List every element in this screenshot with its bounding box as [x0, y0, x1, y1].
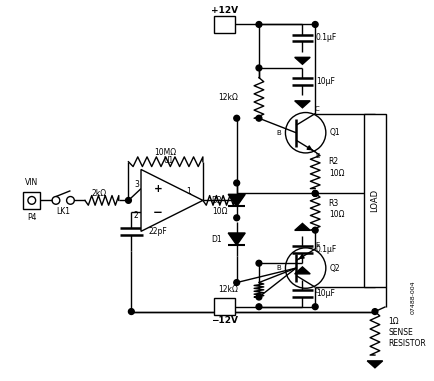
Circle shape	[256, 65, 261, 71]
Bar	[23, 192, 40, 209]
Text: 2kΩ: 2kΩ	[92, 189, 107, 198]
Text: 12kΩ: 12kΩ	[217, 93, 237, 102]
Polygon shape	[294, 267, 309, 274]
Polygon shape	[294, 223, 309, 231]
Text: U1: U1	[163, 156, 174, 165]
Circle shape	[256, 22, 261, 27]
Circle shape	[233, 115, 239, 121]
Circle shape	[233, 180, 239, 186]
Circle shape	[312, 22, 317, 27]
Polygon shape	[228, 233, 245, 245]
Text: D1: D1	[211, 235, 222, 243]
Text: 10µF: 10µF	[315, 289, 334, 298]
Circle shape	[233, 197, 239, 203]
Text: 3: 3	[134, 181, 138, 189]
Text: −12V: −12V	[210, 316, 237, 325]
Text: 10Ω: 10Ω	[211, 208, 227, 216]
Bar	[213, 298, 234, 315]
Text: 0.1µF: 0.1µF	[315, 245, 336, 254]
Text: R3: R3	[328, 199, 338, 208]
Text: 22pF: 22pF	[148, 227, 167, 236]
Circle shape	[312, 190, 317, 196]
Text: LK1: LK1	[56, 208, 70, 216]
Text: 07488-004: 07488-004	[410, 280, 415, 314]
Circle shape	[233, 215, 239, 221]
Polygon shape	[228, 194, 245, 207]
Circle shape	[256, 115, 261, 121]
Circle shape	[233, 280, 239, 285]
Text: 1: 1	[186, 187, 191, 195]
Bar	[213, 16, 234, 33]
Bar	[364, 114, 385, 287]
Text: D2: D2	[211, 196, 222, 205]
Circle shape	[256, 294, 261, 300]
Text: SENSE: SENSE	[388, 328, 412, 337]
Text: +: +	[153, 184, 162, 194]
Text: E: E	[314, 153, 319, 159]
Circle shape	[312, 227, 317, 233]
Text: +12V: +12V	[210, 6, 237, 15]
Polygon shape	[366, 361, 382, 368]
Circle shape	[371, 309, 377, 314]
Text: R2: R2	[328, 157, 338, 166]
Text: P4: P4	[27, 213, 36, 222]
Text: C: C	[314, 106, 319, 112]
Text: 2: 2	[134, 211, 138, 220]
Text: Q2: Q2	[329, 264, 340, 272]
Text: 10MΩ: 10MΩ	[154, 147, 176, 157]
Circle shape	[256, 304, 261, 310]
Text: 0.1µF: 0.1µF	[315, 34, 336, 43]
Text: 10Ω: 10Ω	[328, 210, 343, 219]
Circle shape	[312, 190, 317, 196]
Text: B: B	[276, 130, 281, 136]
Text: LOAD: LOAD	[370, 189, 378, 212]
Polygon shape	[294, 57, 309, 64]
Circle shape	[125, 197, 131, 203]
Circle shape	[312, 304, 317, 310]
Text: E: E	[314, 242, 319, 248]
Text: −: −	[153, 206, 163, 219]
Polygon shape	[141, 170, 202, 231]
Text: B: B	[276, 265, 281, 271]
Text: Q1: Q1	[329, 128, 340, 137]
Text: 12kΩ: 12kΩ	[217, 285, 237, 294]
Text: C: C	[314, 288, 319, 295]
Text: RESISTOR: RESISTOR	[388, 339, 425, 348]
Text: VIN: VIN	[25, 178, 38, 187]
Circle shape	[256, 260, 261, 266]
Text: 1Ω: 1Ω	[388, 317, 398, 326]
Text: 10Ω: 10Ω	[328, 169, 343, 178]
Circle shape	[233, 197, 239, 203]
Polygon shape	[294, 101, 309, 108]
Text: 10µF: 10µF	[315, 77, 334, 86]
Circle shape	[128, 309, 134, 314]
